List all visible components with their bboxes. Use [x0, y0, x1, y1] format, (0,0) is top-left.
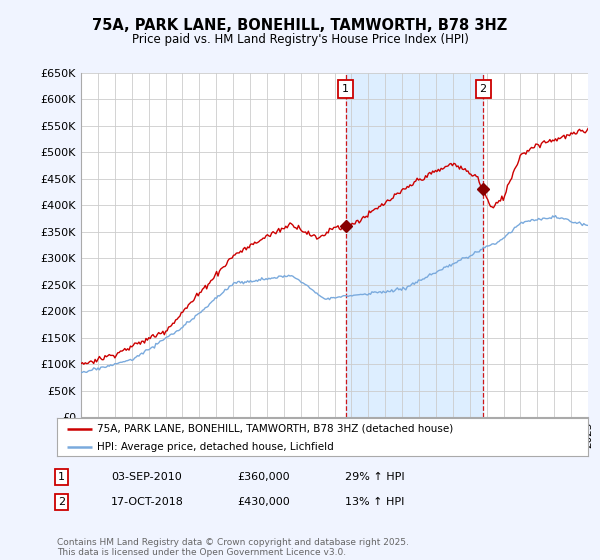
Text: 75A, PARK LANE, BONEHILL, TAMWORTH, B78 3HZ: 75A, PARK LANE, BONEHILL, TAMWORTH, B78 … [92, 18, 508, 32]
Text: 17-OCT-2018: 17-OCT-2018 [111, 497, 184, 507]
Text: 75A, PARK LANE, BONEHILL, TAMWORTH, B78 3HZ (detached house): 75A, PARK LANE, BONEHILL, TAMWORTH, B78 … [97, 423, 453, 433]
Text: £430,000: £430,000 [237, 497, 290, 507]
Text: 03-SEP-2010: 03-SEP-2010 [111, 472, 182, 482]
Text: £360,000: £360,000 [237, 472, 290, 482]
Text: 2: 2 [479, 83, 487, 94]
Text: 1: 1 [58, 472, 65, 482]
Text: 29% ↑ HPI: 29% ↑ HPI [345, 472, 404, 482]
Text: HPI: Average price, detached house, Lichfield: HPI: Average price, detached house, Lich… [97, 442, 334, 452]
Text: Price paid vs. HM Land Registry's House Price Index (HPI): Price paid vs. HM Land Registry's House … [131, 33, 469, 46]
Text: 2: 2 [58, 497, 65, 507]
Text: 1: 1 [343, 83, 349, 94]
Bar [346, 73, 483, 417]
Text: Contains HM Land Registry data © Crown copyright and database right 2025.
This d: Contains HM Land Registry data © Crown c… [57, 538, 409, 557]
Text: 13% ↑ HPI: 13% ↑ HPI [345, 497, 404, 507]
